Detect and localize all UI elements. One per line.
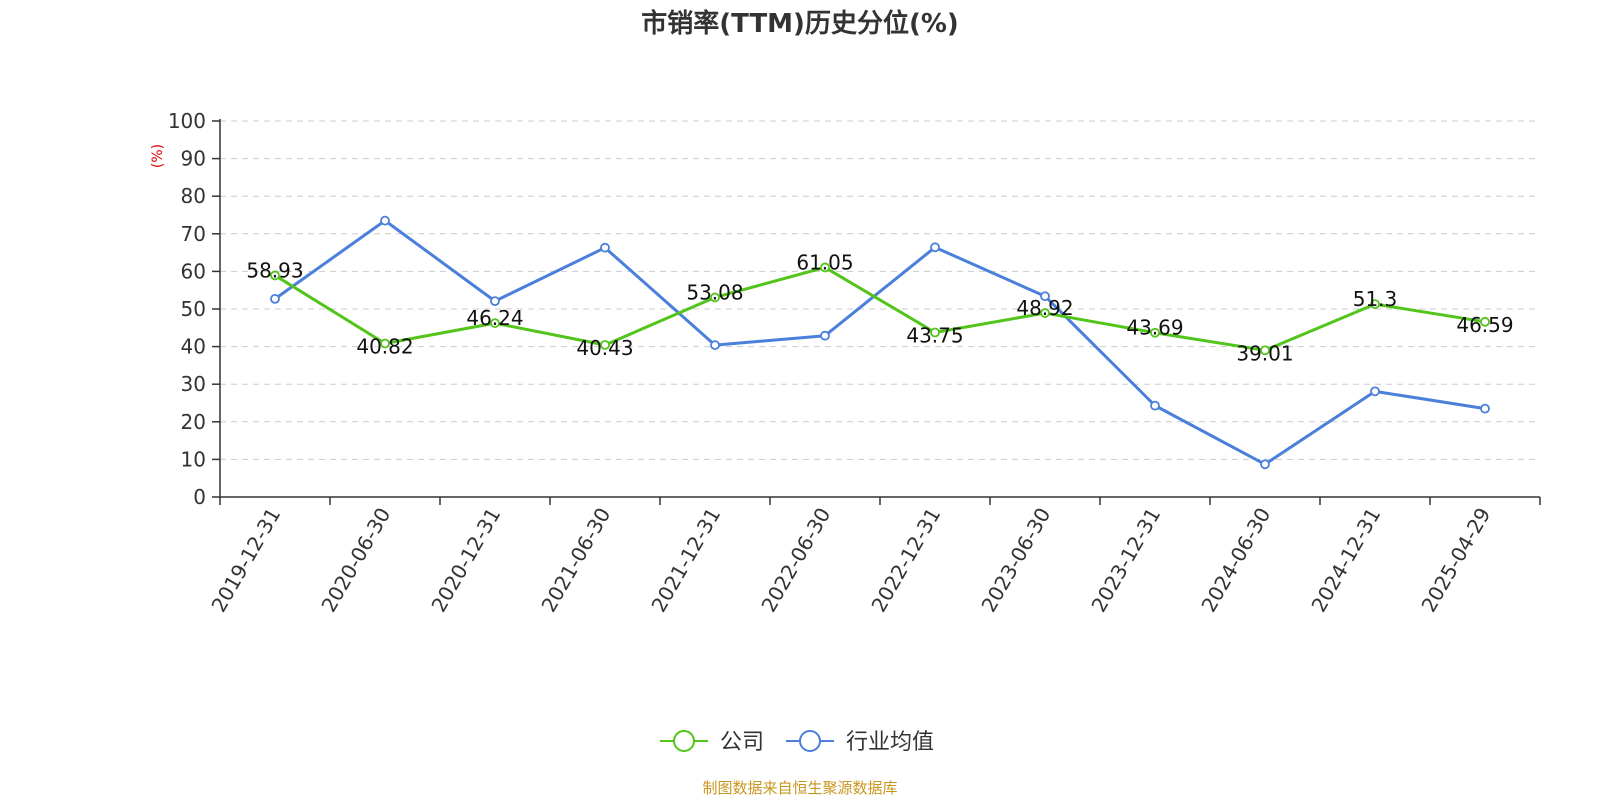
data-labels: 58.93 40.82 46.24 40.43 53.08 61.05 43.75 48.92… [246,250,1513,365]
data-label: 43.75 [906,324,963,348]
data-label: 40.43 [576,336,633,360]
y-tick-label: 60 [181,259,206,283]
data-point-0 [600,340,610,350]
data-point-1 [710,340,720,350]
y-tick-label: 90 [181,147,206,171]
series-line-1 [274,219,1486,466]
x-tick-label: 2024-06-30 [1196,504,1275,617]
data-point-1 [380,215,390,226]
legend-item-1[interactable]: 行业均值 [786,730,934,755]
data-point-1 [270,293,280,304]
data-point-0 [1040,308,1050,318]
data-label: 58.93 [246,258,303,282]
x-tick-label: 2023-12-31 [1086,504,1165,617]
data-point-0 [1150,327,1160,338]
legend[interactable]: 公司 行业均值 [660,730,934,755]
x-tick-label: 2021-12-31 [646,504,725,617]
data-point-0 [710,292,720,303]
y-tick-label: 100 [168,109,206,133]
y-tick-label: 30 [181,372,206,396]
data-label: 48.92 [1016,296,1073,320]
data-point-0 [930,327,940,338]
data-point-1 [1150,400,1160,411]
data-point-0 [1480,316,1490,327]
data-label: 39.01 [1236,341,1293,365]
data-point-1 [930,242,940,253]
x-tick-label: 2022-06-30 [756,504,835,617]
data-point-0 [1370,299,1380,310]
source-note: 制图数据来自恒生聚源数据库 [702,779,897,797]
series [270,215,1490,470]
data-point-1 [820,330,830,341]
data-point-0 [1260,345,1270,356]
data-label: 43.69 [1126,316,1183,340]
y-tick-label: 40 [181,335,206,359]
x-tick-label: 2019-12-31 [206,504,285,617]
legend-item-0[interactable]: 公司 [660,730,764,755]
data-label: 53.08 [686,280,743,304]
data-point-1 [1260,459,1270,470]
data-point-1 [1370,386,1380,397]
x-tick-label: 2021-06-30 [536,504,615,617]
data-point-1 [600,242,610,253]
y-axis-label: (%) [150,144,166,168]
data-label: 51.3 [1353,287,1398,311]
x-tick-label: 2020-12-31 [426,504,505,617]
data-label: 61.05 [796,250,853,274]
data-point-1 [1480,403,1490,414]
y-tick-label: 70 [181,222,206,246]
data-label: 46.24 [466,306,523,330]
legend-marker [799,730,821,752]
data-point-0 [270,270,280,281]
y-tick-label: 50 [181,297,206,321]
data-point-0 [490,318,500,329]
y-tick-label: 10 [181,447,206,471]
chart-title: 市销率(TTM)历史分位(%) [641,8,959,39]
y-tick-label: 20 [181,410,206,434]
data-point-0 [380,338,390,349]
data-point-1 [1040,291,1050,302]
data-point-0 [820,262,830,273]
data-label: 40.82 [356,335,413,359]
legend-label: 行业均值 [846,730,934,755]
y-tick-label: 0 [193,485,206,509]
x-tick-label: 2022-12-31 [866,504,945,617]
axes: 0 10 20 30 40 50 60 70 80 90 100 2019-12-31 2020-06-… [168,109,1541,617]
grid [220,120,1540,460]
series-line-0 [274,265,1486,352]
legend-label: 公司 [720,730,764,755]
legend-marker [673,730,695,752]
data-label: 46.59 [1456,313,1513,337]
x-tick-label: 2025-04-29 [1416,504,1495,617]
data-point-1 [490,296,500,307]
x-tick-label: 2020-06-30 [316,504,395,617]
x-tick-label: 2023-06-30 [976,504,1055,617]
x-tick-label: 2024-12-31 [1306,504,1385,617]
y-tick-label: 80 [181,184,206,208]
